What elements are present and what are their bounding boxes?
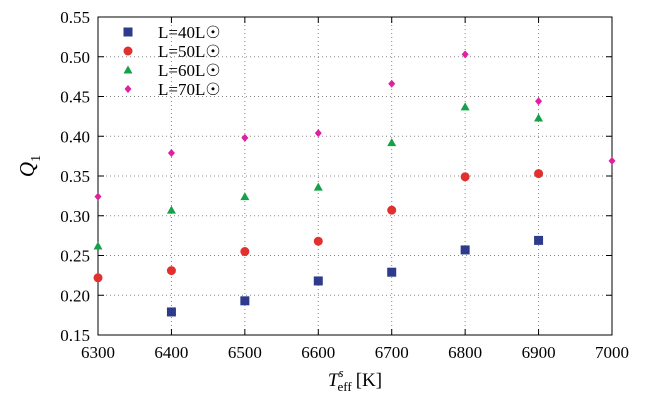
- legend-label: L=40L☉: [158, 23, 221, 42]
- x-axis-title-main: T: [328, 370, 340, 391]
- x-tick-label: 6800: [448, 343, 482, 362]
- data-point: [313, 236, 323, 246]
- x-tick-label: 6600: [301, 343, 335, 362]
- x-tick-label: 6700: [375, 343, 409, 362]
- data-point: [166, 266, 176, 276]
- x-tick-label: 6500: [228, 343, 262, 362]
- data-point: [387, 267, 397, 277]
- legend-entry: L=70L☉: [124, 80, 221, 99]
- data-point: [240, 296, 250, 306]
- x-tick-label: 6400: [154, 343, 188, 362]
- y-axis-title-sub: 1: [29, 155, 44, 162]
- x-axis-title-sup: s: [338, 365, 343, 380]
- data-point: [387, 205, 397, 215]
- legend-label: L=50L☉: [158, 42, 221, 61]
- legend-marker: [124, 85, 132, 93]
- data-point: [535, 97, 543, 106]
- data-point: [94, 192, 102, 201]
- axis-ticks: 6300 6400 6500 6600 6700 6800 6900 7000 0.15 0.20…: [60, 8, 629, 362]
- data-point: [93, 241, 103, 250]
- data-point: [167, 148, 175, 157]
- data-point: [166, 205, 176, 214]
- legend-marker: [123, 46, 133, 56]
- legend-marker: [123, 27, 133, 37]
- data-point: [534, 113, 544, 122]
- y-tick-label: 0.25: [60, 247, 90, 266]
- y-tick-label: 0.55: [60, 8, 90, 27]
- data-point: [314, 129, 322, 138]
- y-tick-label: 0.15: [60, 326, 90, 345]
- data-point: [534, 169, 544, 179]
- data-point: [388, 79, 396, 88]
- data-point: [460, 102, 470, 111]
- x-tick-label: 6300: [81, 343, 115, 362]
- data-point: [534, 235, 544, 245]
- legend-marker: [123, 65, 133, 74]
- y-axis-title-main: Q: [15, 162, 39, 177]
- series-3-points: [93, 102, 544, 250]
- grid: [98, 17, 612, 335]
- legend-entry: L=60L☉: [123, 61, 221, 80]
- data-point: [241, 133, 249, 142]
- x-axis-title-unit: [K]: [356, 370, 382, 391]
- data-point: [93, 273, 103, 283]
- data-point: [166, 307, 176, 317]
- data-point: [387, 138, 397, 147]
- data-point: [460, 172, 470, 182]
- x-tick-label: 6900: [522, 343, 556, 362]
- data-point: [608, 156, 616, 165]
- y-tick-label: 0.30: [60, 207, 90, 226]
- x-axis-title: Ts eff [K]: [328, 365, 382, 394]
- y-tick-label: 0.40: [60, 127, 90, 146]
- legend-label: L=60L☉: [158, 61, 221, 80]
- data-point: [313, 276, 323, 286]
- y-tick-label: 0.20: [60, 286, 90, 305]
- y-axis-title: Q1: [15, 155, 44, 177]
- x-axis-title-sub: eff: [338, 379, 353, 394]
- x-tick-label: 7000: [595, 343, 629, 362]
- data-point: [460, 245, 470, 255]
- legend: L=40L☉L=50L☉L=60L☉L=70L☉: [123, 23, 221, 99]
- y-tick-label: 0.45: [60, 88, 90, 107]
- series-2-points: [93, 169, 544, 283]
- series-1-points: [166, 235, 544, 317]
- legend-label: L=70L☉: [158, 80, 221, 99]
- y-tick-label: 0.35: [60, 167, 90, 186]
- data-point: [240, 192, 250, 201]
- series-4-points: [94, 50, 616, 201]
- data-point: [313, 182, 323, 191]
- y-tick-label: 0.50: [60, 48, 90, 67]
- legend-entry: L=40L☉: [123, 23, 221, 42]
- data-point: [461, 50, 469, 59]
- legend-entry: L=50L☉: [123, 42, 221, 61]
- data-point: [240, 247, 250, 257]
- data-points: [93, 50, 616, 317]
